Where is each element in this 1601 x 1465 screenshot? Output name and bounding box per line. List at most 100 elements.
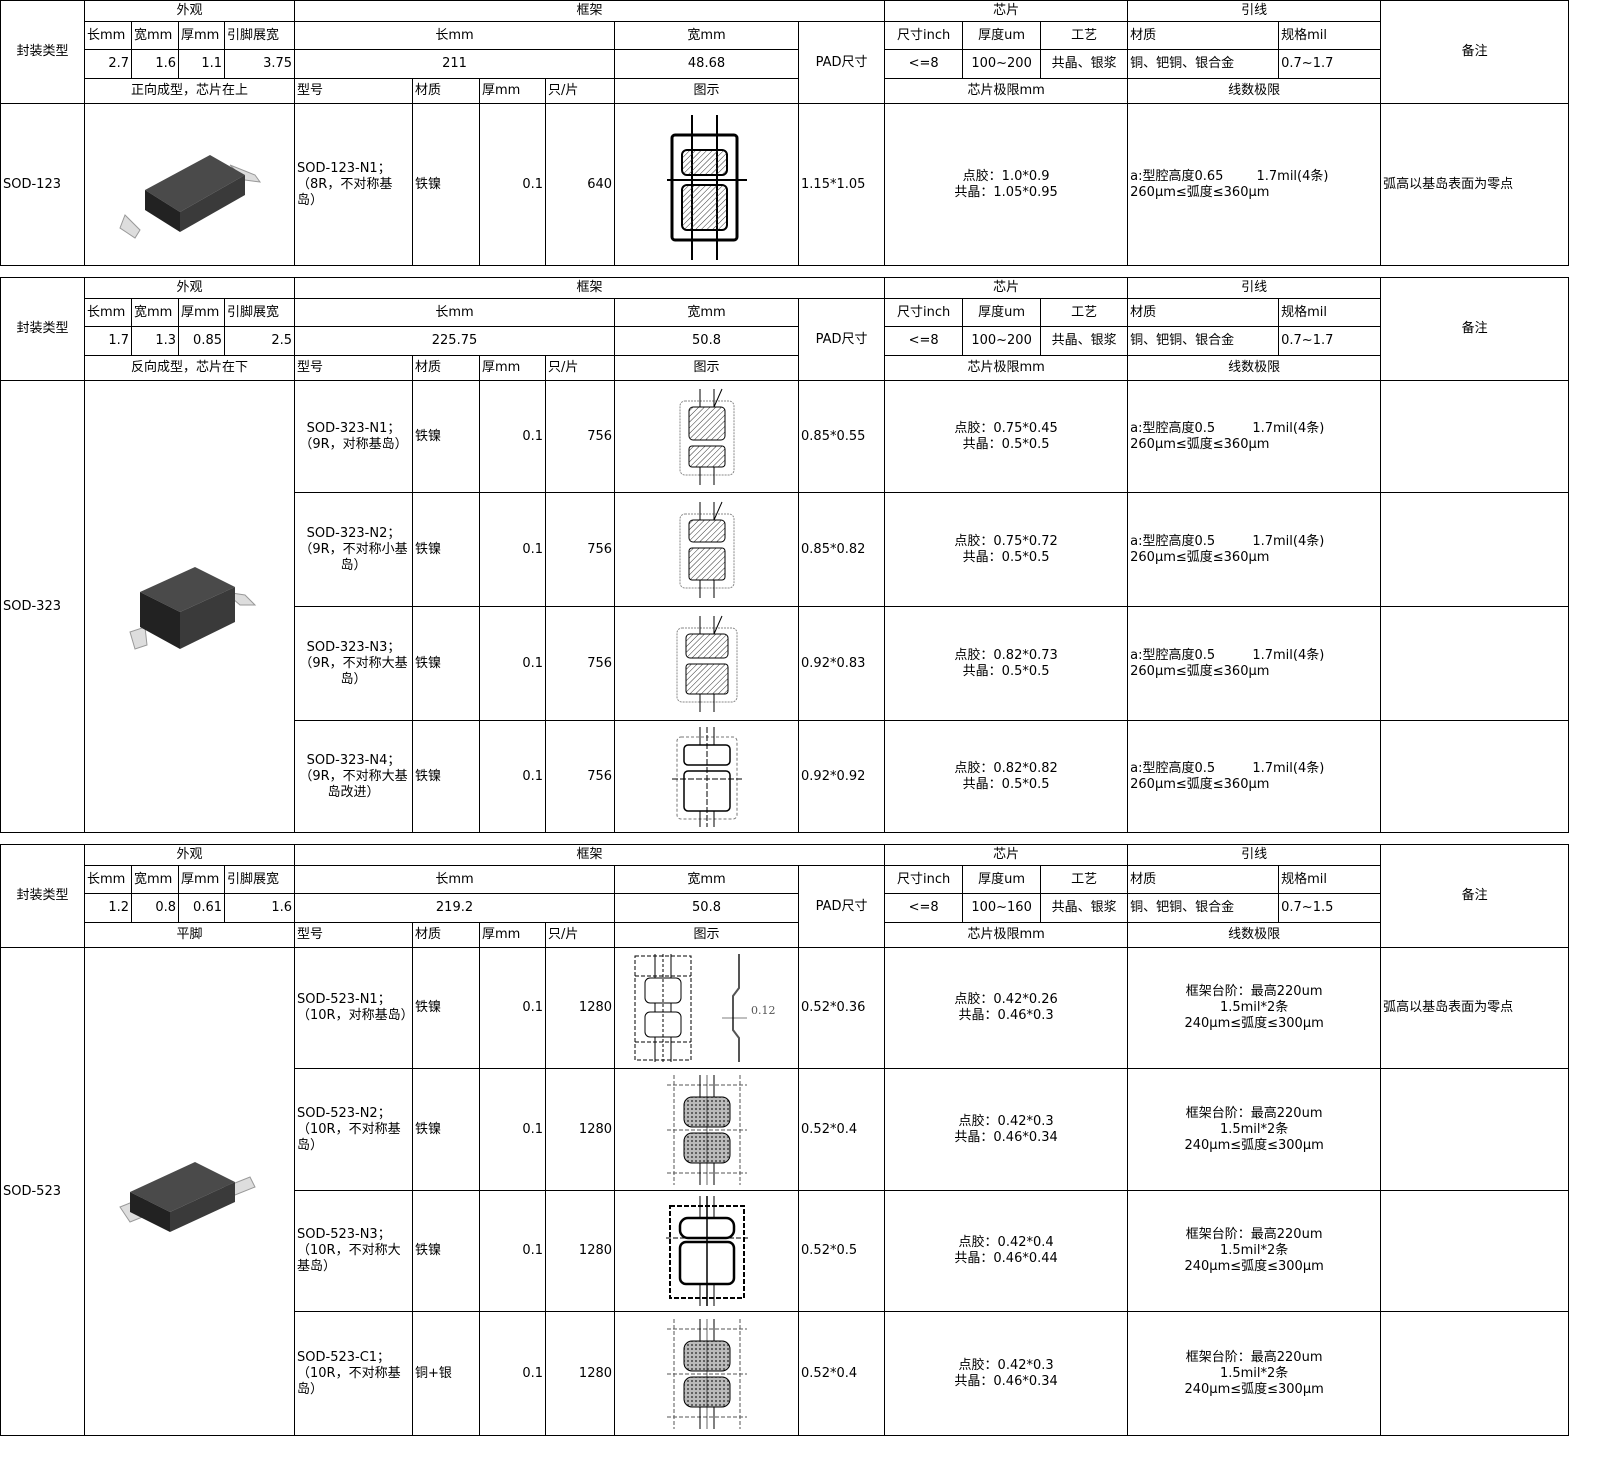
lead-frame-diagram-graphic	[679, 501, 735, 598]
wire-limit-value: a:型腔高度0.65 1.7mil(4条) 260μm≤弧度≤360μm	[1127, 103, 1382, 266]
wire-material-value: 铜、钯铜、银合金	[1127, 893, 1280, 923]
material-value: 铁镍	[412, 1190, 481, 1312]
pad-size-value: 0.85*0.82	[798, 492, 886, 607]
pad-size-value: 0.92*0.92	[798, 720, 886, 833]
wire-material-value: 铜、钯铜、银合金	[1127, 326, 1280, 356]
dimension-value: 2.7	[84, 49, 132, 79]
lead-frame-diagram-graphic	[676, 615, 738, 712]
process-header: 工艺	[1040, 298, 1129, 327]
remark-value	[1380, 720, 1570, 833]
package-name: SOD-323	[0, 380, 85, 833]
frame-diagram	[614, 380, 800, 493]
dimension-value: 1.6	[223, 893, 296, 923]
dimension-value: 1.3	[131, 326, 179, 356]
table-row: SOD-323-N3； （9R，不对称大基岛） 铁镍 0.1 756 0.92*0.83…	[1, 606, 1570, 721]
chip-limit-value: 点胶：0.75*0.72 共晶：0.5*0.5	[884, 492, 1129, 607]
table-row: SOD-523 SOD-523-N1； （10R，对称基岛） 铁镍 0.1 1280 0.…	[0, 947, 1570, 1436]
package-image	[83, 103, 296, 266]
pad-size-header: PAD尺寸	[798, 21, 886, 104]
chip-thickness-value: 100~160	[962, 893, 1042, 923]
forming-type: 反向成型，芯片在下	[83, 355, 296, 381]
chip-limit-value: 点胶：0.75*0.45 共晶：0.5*0.5	[884, 380, 1129, 493]
process-value: 共晶、银浆	[1040, 49, 1129, 79]
package-image	[83, 380, 296, 833]
sod323-package-image	[128, 566, 256, 650]
col-header-length-mm: 长mm	[84, 865, 132, 894]
col-header-thickness-mm: 厚mm	[178, 298, 225, 327]
frame-header: 框架	[294, 0, 886, 22]
model-value: SOD-323-N1； （9R，对称基岛）	[294, 380, 414, 493]
wire-spec-value: 0.7~1.5	[1278, 893, 1382, 923]
frame-width-header: 宽mm	[614, 21, 800, 50]
model-value: SOD-523-C1； （10R，不对称基岛）	[294, 1311, 414, 1436]
chip-limit-value: 点胶：0.42*0.3 共晶：0.46*0.34	[884, 1311, 1129, 1436]
remark-value: 弧高以基岛表面为零点	[1380, 947, 1570, 1069]
remark-header: 备注	[1380, 844, 1570, 948]
package-spec-table: 封装类型 外观 框架 芯片 引线 备注长mm 宽mm 厚mm 引脚展宽 长mm 宽mm PAD尺寸 尺寸…	[0, 0, 1570, 1436]
header-row: 长mm 宽mm 厚mm 引脚展宽 长mm 宽mm PAD尺寸 尺寸inch 厚度um 工艺 材质 规格…	[1, 21, 1569, 104]
col-header-length-mm: 长mm	[84, 21, 132, 50]
col-header-width-mm: 宽mm	[131, 298, 179, 327]
chip-limit-value: 点胶：0.82*0.82 共晶：0.5*0.5	[884, 720, 1129, 833]
header-row: 长mm 宽mm 厚mm 引脚展宽 长mm 宽mm PAD尺寸 尺寸inch 厚度um 工艺 材质 规格…	[1, 298, 1569, 381]
chip-size-value: <=8	[884, 49, 964, 79]
section-gap	[0, 832, 1569, 845]
thickness-value: 0.1	[479, 1190, 547, 1312]
dimension-value: 1.7	[84, 326, 132, 356]
material-value: 铁镍	[412, 103, 481, 266]
chip-size-header: 尺寸inch	[884, 865, 964, 894]
chip-limit-value: 点胶：0.82*0.73 共晶：0.5*0.5	[884, 606, 1129, 721]
frame-length-value: 219.2	[294, 893, 616, 923]
frame-diagram	[614, 1068, 800, 1191]
diagram-header: 图示	[614, 922, 800, 948]
per-strip-value: 756	[545, 380, 616, 493]
chip-limit-header: 芯片极限mm	[884, 78, 1129, 104]
thickness-header: 厚mm	[479, 78, 547, 104]
table-body: 封装类型 外观 框架 芯片 引线 备注长mm 宽mm 厚mm 引脚展宽 长mm 宽mm PAD尺寸 尺寸…	[0, 0, 1570, 1436]
pad-size-value: 0.52*0.5	[798, 1190, 886, 1312]
section-gap	[0, 265, 1569, 278]
section-gap-row	[0, 832, 1569, 845]
material-header: 材质	[412, 78, 481, 104]
process-value: 共晶、银浆	[1040, 326, 1129, 356]
frame-header: 框架	[294, 277, 886, 299]
dimension-value: 0.61	[178, 893, 225, 923]
frame-length-header: 长mm	[294, 298, 616, 327]
header-row: 封装类型 外观 框架 芯片 引线 备注	[0, 0, 1570, 104]
pad-size-value: 0.85*0.55	[798, 380, 886, 493]
material-header: 材质	[412, 355, 481, 381]
wire-spec-value: 0.7~1.7	[1278, 49, 1382, 79]
per-strip-header: 只/片	[545, 922, 616, 948]
wire-limit-value: 框架台阶：最高220um 1.5mil*2条 240μm≤弧度≤300μm	[1127, 1311, 1382, 1436]
col-header-thickness-mm: 厚mm	[178, 865, 225, 894]
chip-thickness-header: 厚度um	[962, 865, 1042, 894]
wire-header: 引线	[1127, 844, 1382, 866]
diagram-header: 图示	[614, 78, 800, 104]
chip-size-header: 尺寸inch	[884, 298, 964, 327]
wire-header: 引线	[1127, 0, 1382, 22]
wire-material-value: 铜、钯铜、银合金	[1127, 49, 1280, 79]
model-value: SOD-523-N1； （10R，对称基岛）	[294, 947, 414, 1069]
table-row: SOD-523-N2； （10R，不对称基岛） 铁镍 0.1 1280 0.52*0.4…	[1, 1068, 1570, 1191]
sod523-package-image	[118, 1161, 256, 1232]
per-strip-value: 1280	[545, 1068, 616, 1191]
table-row: SOD-323-N4； （9R，不对称大基岛改进） 铁镍 0.1 756 0.92*0.…	[1, 720, 1570, 833]
appearance-header: 外观	[83, 277, 296, 299]
package-type-header: 封装类型	[0, 0, 85, 104]
header-row: 长mm 宽mm 厚mm 引脚展宽 长mm 宽mm PAD尺寸 尺寸inch 厚度um 工艺 材质 规格…	[1, 865, 1569, 948]
per-strip-header: 只/片	[545, 78, 616, 104]
chip-size-value: <=8	[884, 326, 964, 356]
thickness-value: 0.1	[479, 947, 547, 1069]
per-strip-value: 1280	[545, 1311, 616, 1436]
per-strip-value: 756	[545, 606, 616, 721]
pad-size-value: 0.52*0.36	[798, 947, 886, 1069]
per-strip-value: 1280	[545, 947, 616, 1069]
header-row: 正向成型，芯片在上 型号 材质 厚mm 只/片 图示 芯片极限mm 线数极限	[1, 78, 1569, 104]
package-name: SOD-123	[0, 103, 85, 266]
frame-width-value: 50.8	[614, 893, 800, 923]
sod123-package-image	[118, 154, 261, 239]
remark-value: 弧高以基岛表面为零点	[1380, 103, 1570, 266]
chip-size-header: 尺寸inch	[884, 21, 964, 50]
chip-thickness-value: 100~200	[962, 326, 1042, 356]
chip-limit-value: 点胶：0.42*0.26 共晶：0.46*0.3	[884, 947, 1129, 1069]
